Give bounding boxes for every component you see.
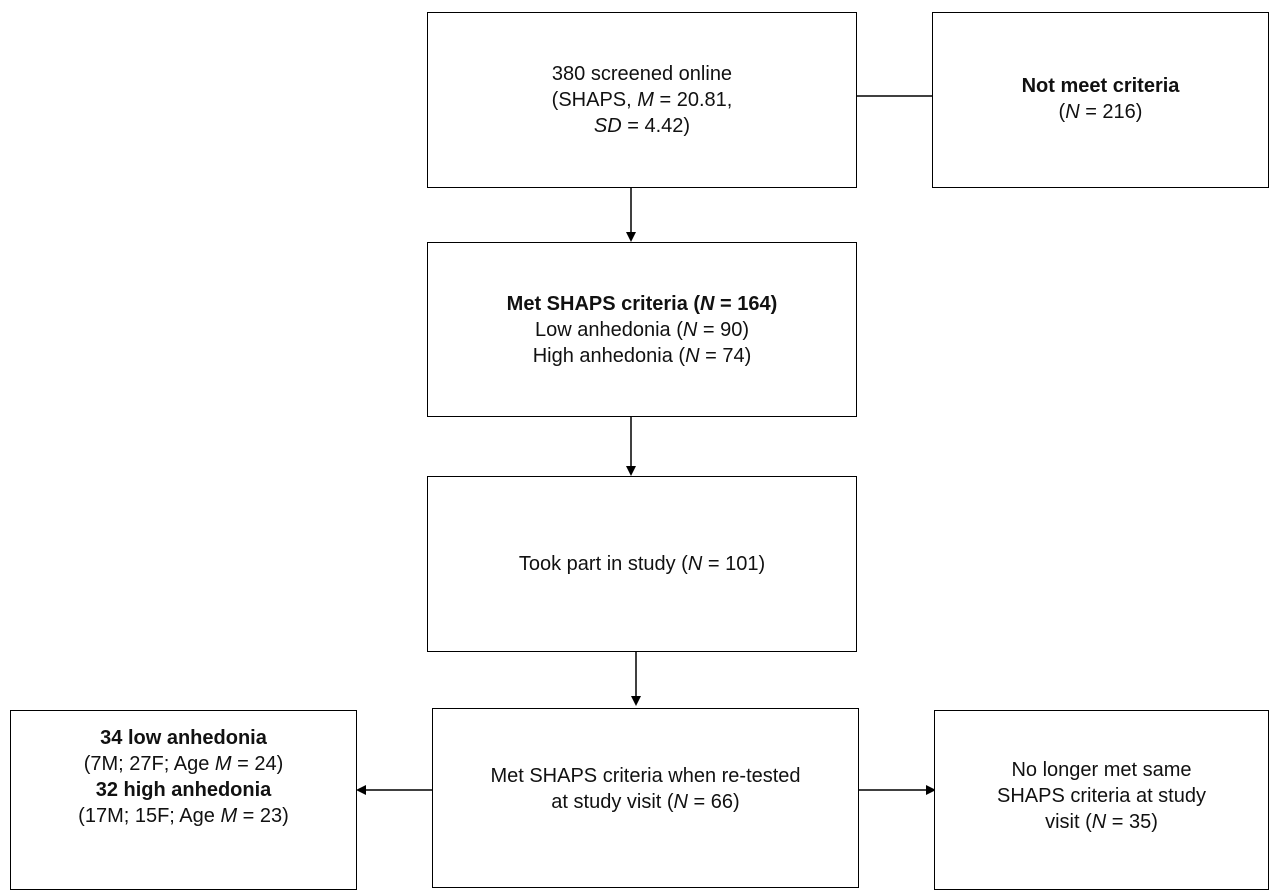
- no-longer-met-text: No longer met same SHAPS criteria at stud…: [997, 757, 1206, 835]
- text-run: N: [685, 344, 700, 367]
- text-run: N: [687, 553, 703, 575]
- text-run: High anhedonia (: [532, 344, 686, 367]
- retested-box: Met SHAPS criteria when re-tested at stud…: [432, 708, 859, 888]
- not-meet-criteria-box: Not meet criteria (N = 216): [932, 12, 1269, 188]
- text-run: = 20.81,: [653, 89, 733, 111]
- text-run: at study visit (: [551, 791, 674, 813]
- text-run: = 23): [237, 805, 289, 827]
- text-line: (SHAPS, M = 20.81,: [552, 87, 733, 113]
- text-run: 34 low anhedonia: [100, 727, 267, 749]
- text-run: (17M; 15F; Age: [78, 805, 221, 827]
- text-run: visit (: [1045, 811, 1092, 833]
- text-run: N: [1091, 811, 1107, 833]
- text-run: N: [1065, 101, 1080, 123]
- text-line: (17M; 15F; Age M = 23): [78, 803, 289, 829]
- text-run: Low anhedonia (: [534, 318, 683, 341]
- text-run: Took part in study (: [518, 553, 688, 575]
- text-line: No longer met same: [997, 757, 1206, 783]
- text-run: (: [1058, 101, 1066, 123]
- met-shaps-criteria-text: Met SHAPS criteria (N = 164) Low anhedoni…: [507, 291, 778, 369]
- text-line: Low anhedonia (N = 90): [507, 317, 778, 343]
- text-run: N: [682, 318, 698, 341]
- text-line: visit (N = 35): [997, 809, 1206, 835]
- anhedonia-groups-text: 34 low anhedonia (7M; 27F; Age M = 24) 32 …: [78, 725, 289, 829]
- screened-online-box: 380 screened online (SHAPS, M = 20.81, SD …: [427, 12, 857, 188]
- text-run: = 101): [702, 553, 766, 575]
- text-run: Met SHAPS criteria (: [506, 292, 701, 315]
- text-line: Met SHAPS criteria when re-tested: [490, 763, 800, 789]
- text-run: = 164): [714, 292, 778, 315]
- text-run: N: [673, 791, 688, 813]
- met-shaps-criteria-box: Met SHAPS criteria (N = 164) Low anhedoni…: [427, 242, 857, 417]
- anhedonia-groups-box: 34 low anhedonia (7M; 27F; Age M = 24) 32 …: [10, 710, 357, 890]
- screened-online-text: 380 screened online (SHAPS, M = 20.81, SD …: [552, 61, 733, 139]
- text-run: M: [220, 805, 238, 827]
- text-run: Met SHAPS criteria when re-tested: [490, 765, 801, 787]
- text-run: 32 high anhedonia: [95, 779, 272, 801]
- text-line: High anhedonia (N = 74): [507, 343, 778, 369]
- text-run: = 74): [699, 344, 752, 367]
- text-line: SHAPS criteria at study: [997, 783, 1206, 809]
- text-run: M: [637, 89, 654, 111]
- text-line: at study visit (N = 66): [490, 789, 800, 815]
- no-longer-met-box: No longer met same SHAPS criteria at stud…: [934, 710, 1269, 890]
- text-run: No longer met same: [1011, 759, 1192, 781]
- text-line: (N = 216): [1022, 99, 1180, 125]
- text-run: = 4.42): [621, 115, 691, 137]
- text-line: Met SHAPS criteria (N = 164): [507, 291, 778, 317]
- text-run: N: [700, 292, 715, 315]
- text-line: 380 screened online: [552, 61, 733, 87]
- text-run: = 24): [231, 753, 284, 775]
- text-run: 380 screened online: [551, 63, 733, 85]
- text-line: Not meet criteria: [1022, 73, 1180, 99]
- text-line: (7M; 27F; Age M = 24): [78, 751, 289, 777]
- text-run: Not meet criteria: [1021, 75, 1180, 97]
- retested-text: Met SHAPS criteria when re-tested at stud…: [490, 763, 800, 815]
- text-line: Took part in study (N = 101): [519, 551, 765, 577]
- took-part-text: Took part in study (N = 101): [519, 551, 765, 577]
- text-run: SD: [593, 115, 622, 137]
- text-run: = 90): [697, 318, 750, 341]
- text-line: 32 high anhedonia: [78, 777, 289, 803]
- text-run: (SHAPS,: [551, 89, 638, 111]
- text-line: 34 low anhedonia: [78, 725, 289, 751]
- text-run: = 66): [688, 791, 740, 813]
- text-run: SHAPS criteria at study: [997, 785, 1206, 807]
- not-meet-criteria-text: Not meet criteria (N = 216): [1022, 73, 1180, 125]
- text-run: = 35): [1106, 811, 1158, 833]
- took-part-box: Took part in study (N = 101): [427, 476, 857, 652]
- text-run: = 216): [1079, 101, 1143, 123]
- text-line: SD = 4.42): [552, 113, 733, 139]
- text-run: (7M; 27F; Age: [83, 753, 215, 775]
- text-run: M: [214, 753, 232, 775]
